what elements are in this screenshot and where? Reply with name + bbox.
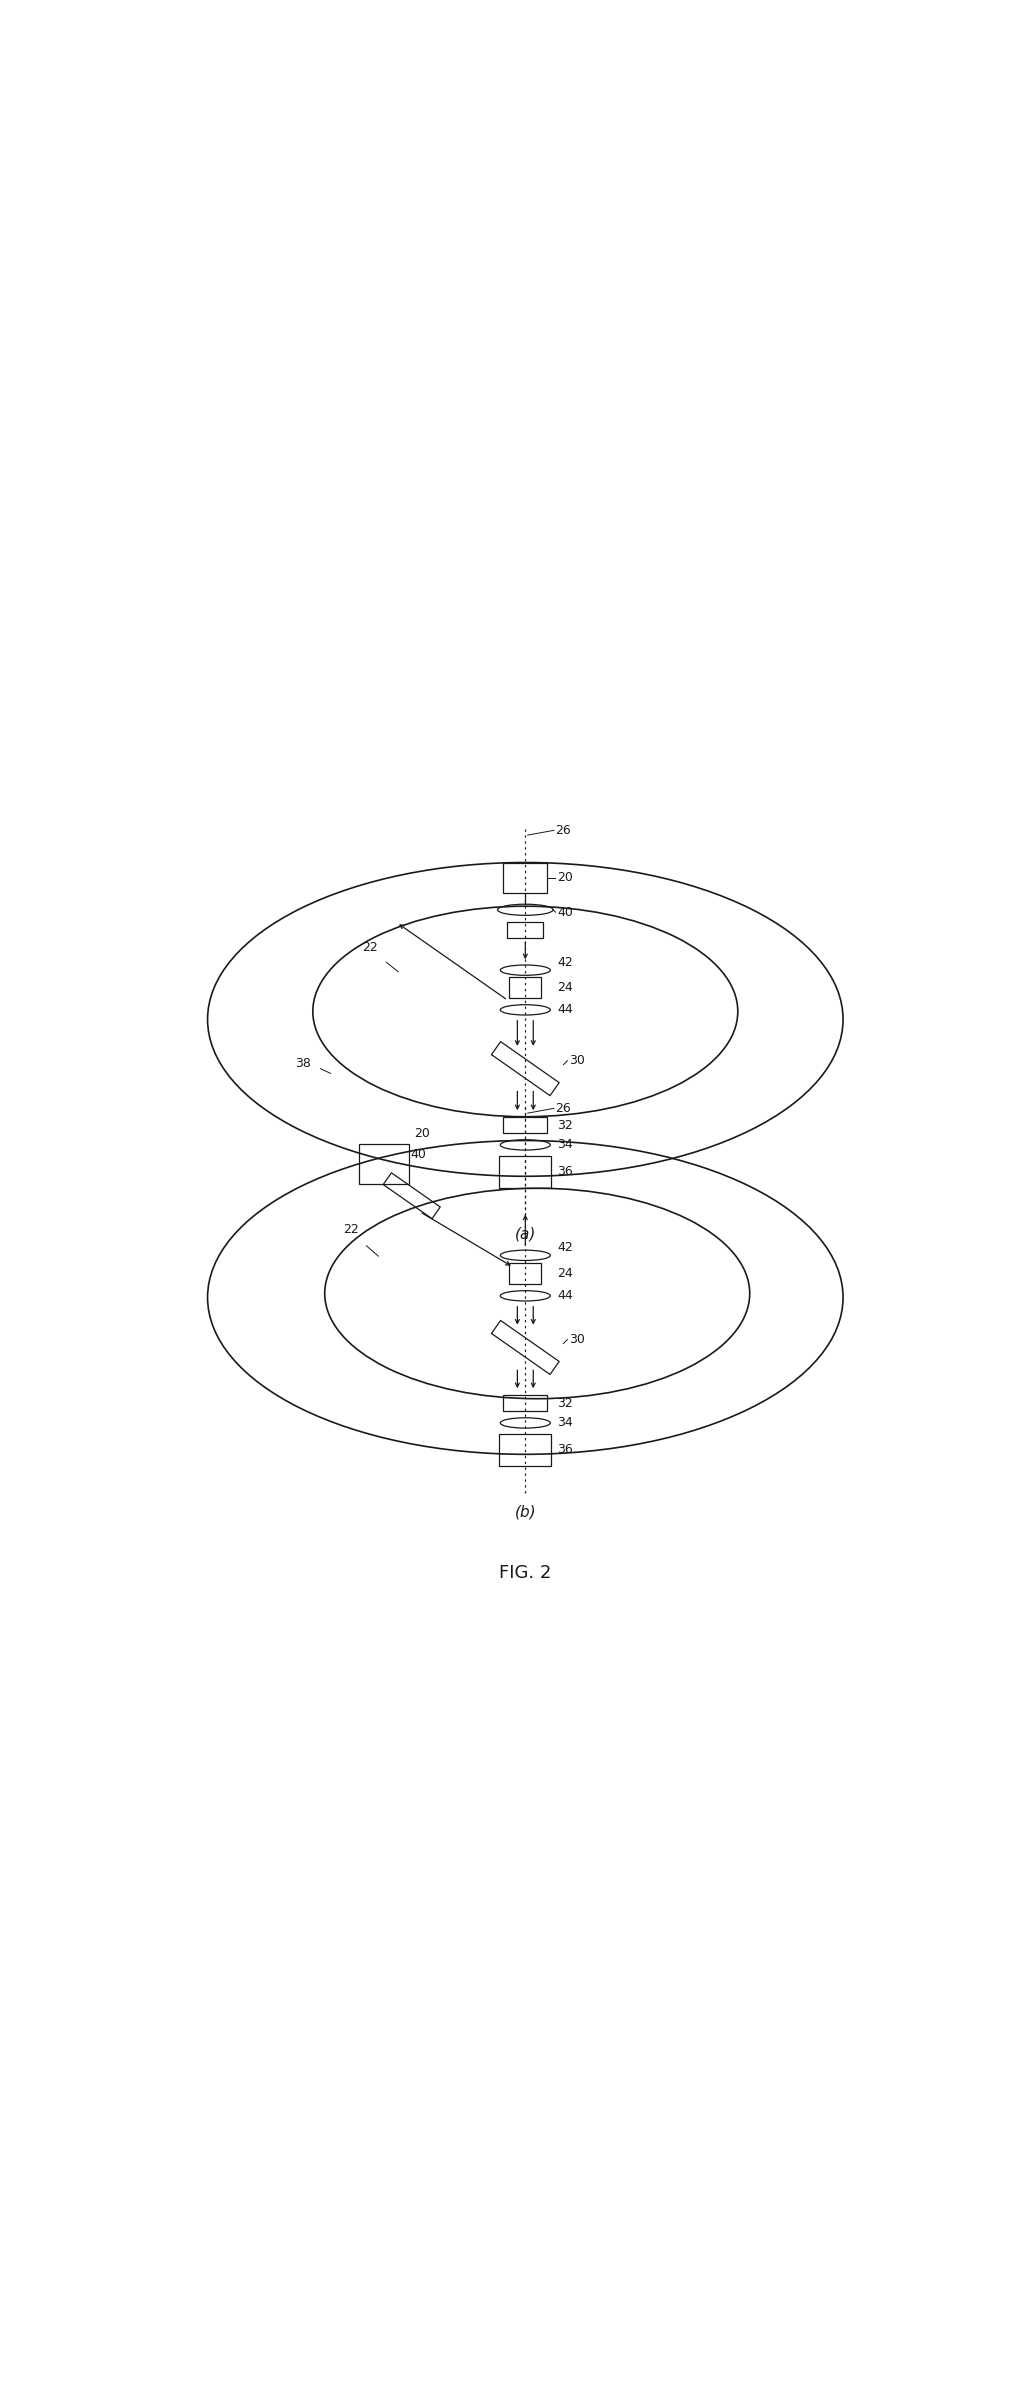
Text: 42: 42 (558, 1240, 573, 1255)
Text: 34: 34 (558, 1139, 573, 1152)
Text: 40: 40 (558, 906, 573, 918)
Text: 24: 24 (558, 1267, 573, 1279)
Bar (509, 978, 541, 998)
Bar (509, 1262, 541, 1284)
Bar (507, 923, 543, 938)
Text: 26: 26 (556, 825, 571, 837)
Text: 20: 20 (558, 873, 573, 885)
Text: 26: 26 (556, 1101, 571, 1115)
Text: 44: 44 (558, 1002, 573, 1017)
Bar (503, 863, 547, 894)
Bar (503, 1118, 547, 1132)
Text: 24: 24 (558, 981, 573, 995)
Bar (503, 1394, 547, 1411)
Text: 42: 42 (558, 957, 573, 969)
Text: 44: 44 (558, 1289, 573, 1303)
Bar (360, 1144, 409, 1183)
Text: 36: 36 (558, 1166, 573, 1178)
Text: 40: 40 (410, 1149, 426, 1161)
Text: 38: 38 (295, 1058, 311, 1070)
Text: 36: 36 (558, 1442, 573, 1457)
Text: (b): (b) (515, 1505, 536, 1519)
Text: 32: 32 (558, 1397, 573, 1409)
Text: 32: 32 (558, 1118, 573, 1132)
Text: FIG. 2: FIG. 2 (499, 1565, 551, 1582)
Text: 30: 30 (569, 1334, 585, 1346)
Text: 22: 22 (363, 942, 378, 954)
Bar (499, 1435, 551, 1466)
Bar (499, 1156, 551, 1188)
Text: 22: 22 (342, 1224, 359, 1236)
Text: 20: 20 (414, 1127, 429, 1139)
Text: 34: 34 (558, 1416, 573, 1430)
Text: (a): (a) (515, 1226, 536, 1240)
Text: 30: 30 (569, 1055, 585, 1067)
